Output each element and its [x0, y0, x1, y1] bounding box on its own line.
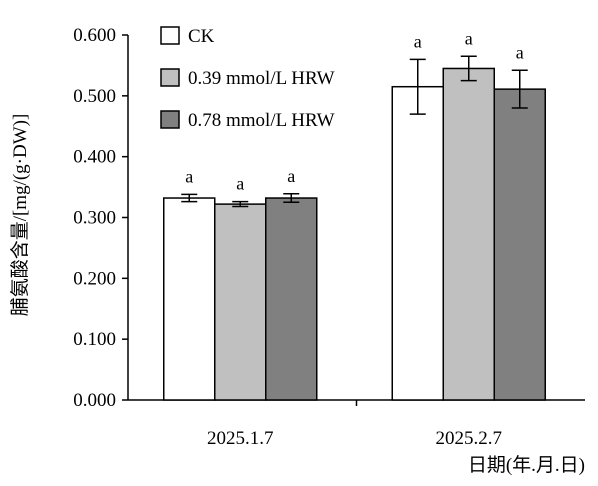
bar	[265, 197, 318, 401]
y-tick-label: 0.600	[73, 25, 116, 46]
legend-label: 0.39 mmol/L HRW	[188, 68, 335, 89]
bar	[493, 88, 546, 401]
bar	[163, 197, 216, 401]
y-tick-label: 0.400	[73, 147, 116, 168]
legend: CK 0.39 mmol/L HRW 0.78 mmol/L HRW	[160, 26, 335, 131]
significance-label: a	[414, 31, 422, 51]
bar	[391, 85, 444, 401]
significance-label: a	[287, 166, 295, 186]
significance-label: a	[465, 28, 473, 48]
y-tick-label: 0.200	[73, 268, 116, 289]
significance-label: a	[236, 174, 244, 194]
legend-swatch	[160, 68, 180, 87]
y-tick-label: 0.100	[73, 329, 116, 350]
legend-swatch	[160, 110, 180, 129]
x-axis-title: 日期(年.月.日)	[468, 454, 585, 476]
significance-label: a	[516, 42, 524, 62]
y-tick-label: 0.500	[73, 86, 116, 107]
bars: a a a 2025.1.7 a a a 2025.2.7	[163, 28, 546, 449]
bar	[442, 67, 495, 401]
x-tick-label: 2025.1.7	[207, 428, 274, 449]
x-tick-label: 2025.2.7	[436, 428, 503, 449]
legend-swatch	[160, 26, 180, 45]
legend-label: CK	[188, 26, 215, 47]
y-tick-label: 0.000	[73, 390, 116, 411]
y-axis-title: 脯氨酸含量/[mg/(g·DW)]	[9, 114, 31, 317]
legend-label: 0.78 mmol/L HRW	[188, 110, 335, 131]
significance-label: a	[185, 166, 193, 186]
bar	[214, 203, 267, 401]
y-tick-label: 0.300	[73, 208, 116, 229]
